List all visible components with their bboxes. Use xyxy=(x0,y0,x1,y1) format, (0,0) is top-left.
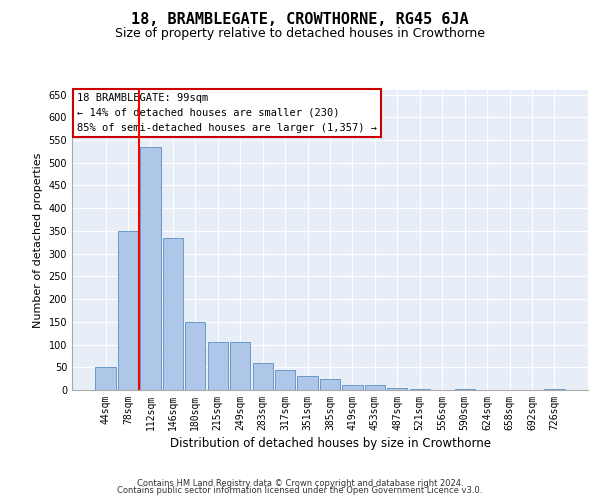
Bar xyxy=(118,231,138,390)
Text: 18 BRAMBLEGATE: 99sqm
← 14% of detached houses are smaller (230)
85% of semi-det: 18 BRAMBLEGATE: 99sqm ← 14% of detached … xyxy=(77,93,377,132)
Bar xyxy=(95,368,116,390)
Bar xyxy=(140,147,161,390)
Bar xyxy=(387,388,407,390)
X-axis label: Distribution of detached houses by size in Crowthorne: Distribution of detached houses by size … xyxy=(170,437,491,450)
Bar xyxy=(185,322,205,390)
Text: 18, BRAMBLEGATE, CROWTHORNE, RG45 6JA: 18, BRAMBLEGATE, CROWTHORNE, RG45 6JA xyxy=(131,12,469,28)
Y-axis label: Number of detached properties: Number of detached properties xyxy=(33,152,43,328)
Bar xyxy=(163,238,183,390)
Text: Contains public sector information licensed under the Open Government Licence v3: Contains public sector information licen… xyxy=(118,486,482,495)
Bar xyxy=(208,342,228,390)
Text: Size of property relative to detached houses in Crowthorne: Size of property relative to detached ho… xyxy=(115,28,485,40)
Bar xyxy=(455,388,475,390)
Bar xyxy=(230,342,250,390)
Bar xyxy=(253,362,273,390)
Bar xyxy=(275,370,295,390)
Bar xyxy=(343,386,362,390)
Bar xyxy=(544,389,565,390)
Bar xyxy=(298,376,317,390)
Bar xyxy=(320,378,340,390)
Bar xyxy=(365,386,385,390)
Bar xyxy=(410,389,430,390)
Text: Contains HM Land Registry data © Crown copyright and database right 2024.: Contains HM Land Registry data © Crown c… xyxy=(137,478,463,488)
